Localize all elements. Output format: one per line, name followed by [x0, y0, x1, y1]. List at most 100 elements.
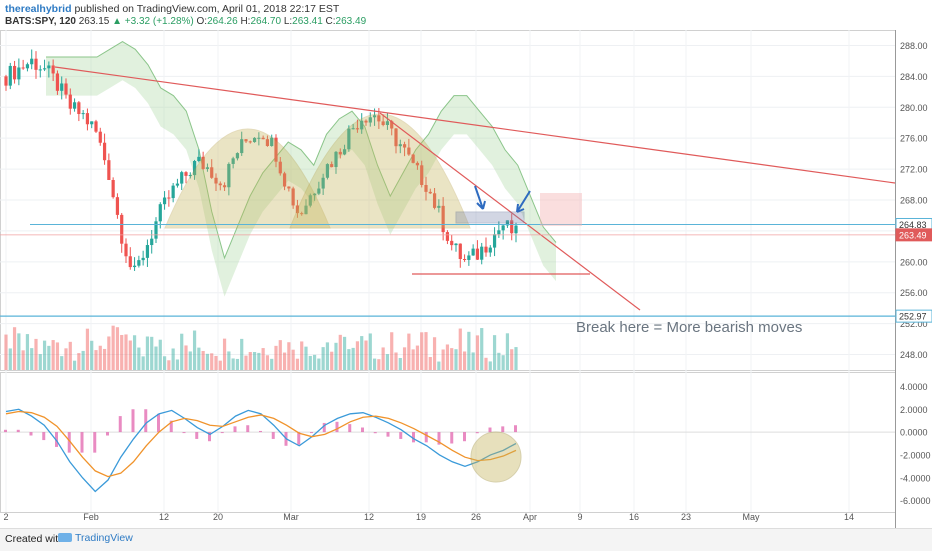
candle-body	[437, 205, 441, 208]
candle-body	[317, 188, 321, 194]
volume-bar	[150, 336, 154, 370]
macd-histogram-bar	[386, 432, 390, 437]
volume-bar	[68, 341, 72, 370]
candle-body	[398, 144, 402, 147]
candle-body	[115, 197, 120, 215]
volume-bar	[304, 346, 308, 370]
arrow-right	[516, 190, 531, 213]
x-tick-label: 2	[3, 512, 8, 522]
macd-histogram-bar	[55, 432, 58, 447]
candle-body	[368, 117, 372, 123]
candle-body	[244, 139, 248, 142]
candle-body	[475, 248, 480, 260]
candle-body	[261, 137, 265, 140]
x-tick-label: 26	[471, 512, 481, 522]
close-label: C:	[325, 16, 336, 27]
volume-bar	[64, 348, 68, 370]
volume-bar	[158, 339, 162, 370]
macd-histogram-bar	[233, 426, 237, 433]
candle-body	[274, 137, 278, 162]
macd-histogram-bar	[335, 421, 339, 433]
candle-body	[351, 128, 355, 130]
macd-histogram-bar	[348, 424, 352, 433]
volume-bar	[497, 352, 501, 370]
candle-body	[171, 185, 175, 199]
macd-histogram-bar	[501, 426, 505, 433]
volume-bar	[308, 355, 312, 370]
candle-body	[128, 256, 132, 268]
macd-histogram-bar	[106, 432, 109, 436]
right-arch	[289, 113, 471, 229]
candle-body	[291, 188, 295, 206]
volume-bar	[167, 360, 171, 370]
price-marker-label: 264.83	[899, 220, 927, 230]
low-label: L:	[283, 16, 293, 27]
macd-histogram-bar	[131, 409, 135, 433]
volume-bar	[432, 337, 437, 370]
macd-tick-label: 2.0000	[900, 405, 928, 415]
candle-body	[295, 205, 300, 214]
volume-bar	[475, 335, 480, 370]
volume-bar	[377, 359, 381, 370]
volume-bar	[321, 347, 325, 370]
candle-body	[480, 246, 484, 260]
candle-body	[484, 246, 488, 253]
volume-bar	[398, 357, 402, 370]
candle-body	[510, 220, 514, 234]
price-marker	[895, 309, 932, 323]
y-tick-label: 276.00	[900, 134, 928, 144]
candle-body	[17, 67, 21, 80]
volume-bar	[124, 334, 128, 370]
candle-body	[94, 121, 98, 132]
open-label: O:	[196, 16, 208, 27]
candle-body	[402, 144, 407, 148]
volume-bar	[428, 357, 432, 370]
publish-text: published on TradingView.com, April 01, …	[74, 3, 340, 15]
volume-bar	[128, 340, 132, 370]
candle-body	[21, 67, 25, 69]
macd-histogram-bar	[271, 432, 275, 439]
volume-bar	[510, 349, 514, 370]
candle-body	[364, 120, 368, 123]
volume-bar	[372, 358, 377, 370]
volume-bar	[115, 327, 120, 370]
candle-body	[150, 238, 154, 246]
volume-bar	[81, 350, 85, 370]
volume-bar	[514, 347, 518, 370]
candle-body	[377, 115, 381, 122]
candle-body	[432, 193, 437, 208]
symbol-label: BATS:SPY, 120	[5, 16, 76, 27]
candle-body	[227, 163, 231, 188]
candle-body	[34, 58, 38, 70]
annotation-text: Break here = More bearish moves	[576, 319, 802, 336]
macd-tick-label: 0.0000	[900, 428, 928, 438]
candle-body	[137, 260, 141, 266]
macd-tick-label: -6.0000	[900, 496, 931, 506]
candle-body	[381, 121, 385, 125]
volume-bar	[454, 349, 458, 370]
candle-body	[81, 113, 85, 115]
candle-body	[77, 102, 81, 115]
candle-body	[222, 185, 227, 188]
volume-bar	[231, 358, 235, 370]
candles	[4, 49, 518, 271]
y-tick-label: 268.00	[900, 196, 928, 206]
volume-bar	[252, 352, 257, 370]
volume-bar	[90, 340, 94, 370]
volume-bar	[492, 335, 497, 370]
candle-body	[214, 177, 218, 184]
volume-bar	[274, 345, 278, 370]
x-tick-label: Mar	[283, 512, 299, 522]
volume-bar	[214, 355, 218, 370]
author-link[interactable]: therealhybrid	[5, 3, 72, 15]
candle-body	[201, 156, 205, 169]
tradingview-brand[interactable]: TradingView	[58, 532, 133, 544]
volume-bar	[334, 342, 338, 370]
volume-bar	[162, 356, 167, 370]
y-tick-label: 272.00	[900, 165, 928, 175]
volume-bar	[300, 341, 304, 370]
neckline	[379, 112, 641, 311]
candle-body	[167, 197, 171, 199]
macd-tick-label: -4.0000	[900, 473, 931, 483]
